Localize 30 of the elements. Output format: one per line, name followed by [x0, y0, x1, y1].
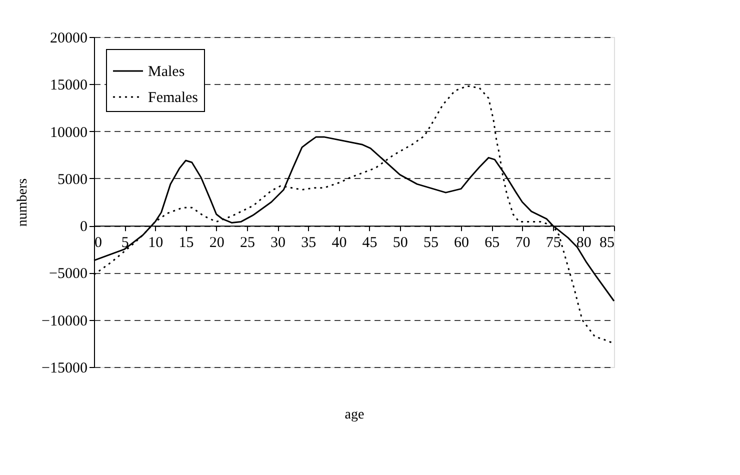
y-tick-label: −5000: [49, 266, 88, 282]
y-tick-label: 15000: [50, 78, 88, 94]
y-tick-label: −10000: [42, 313, 88, 330]
x-tick-label: 20: [209, 235, 224, 252]
x-tick-label: 5: [121, 235, 129, 252]
x-tick-label: 65: [484, 235, 500, 252]
legend-label: Males: [148, 64, 185, 80]
x-tick-label: 80: [576, 235, 592, 252]
y-tick-label: 0: [80, 219, 88, 236]
y-tick-label: 20000: [50, 30, 88, 46]
x-tick-label: 35: [301, 235, 316, 252]
x-axis-title: age: [344, 408, 364, 422]
x-tick-label: 0: [94, 235, 102, 252]
x-tick-label: 70: [515, 235, 530, 252]
x-tick-label: 10: [148, 235, 164, 252]
legend-label: Females: [148, 90, 198, 106]
x-tick-label: 25: [240, 235, 255, 252]
x-tick-label: 75: [546, 235, 561, 252]
x-tick-label: 40: [332, 235, 347, 252]
x-tick-label: 60: [454, 235, 470, 252]
x-tick-label: 85: [600, 235, 614, 252]
x-tick-label: 50: [392, 235, 408, 252]
x-tick-label: 15: [178, 235, 194, 252]
x-tick-label: 55: [423, 235, 438, 252]
y-tick-label: −15000: [42, 360, 88, 376]
x-tick-label: 45: [362, 235, 378, 252]
x-tick-label: 30: [270, 235, 286, 252]
y-axis-title: numbers: [16, 178, 31, 227]
y-tick-label: 5000: [58, 172, 88, 188]
y-tick-label: 10000: [50, 124, 88, 141]
